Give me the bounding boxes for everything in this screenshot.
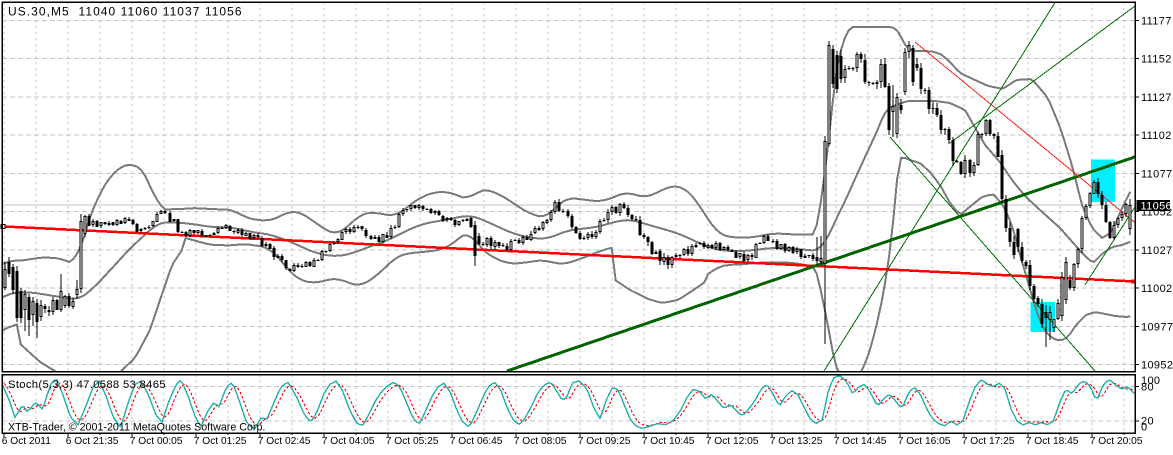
svg-text:20: 20 (1141, 416, 1154, 428)
svg-text:7 Oct 16:05: 7 Oct 16:05 (898, 436, 951, 447)
svg-text:6 Oct 2011: 6 Oct 2011 (2, 436, 51, 447)
svg-text:7 Oct 17:25: 7 Oct 17:25 (962, 436, 1015, 447)
svg-text:11027: 11027 (1141, 245, 1173, 257)
svg-text:7 Oct 13:25: 7 Oct 13:25 (770, 436, 823, 447)
svg-text:7 Oct 05:25: 7 Oct 05:25 (386, 436, 439, 447)
svg-text:7 Oct 14:45: 7 Oct 14:45 (834, 436, 887, 447)
svg-text:11056: 11056 (1141, 201, 1173, 213)
svg-text:7 Oct 08:05: 7 Oct 08:05 (514, 436, 567, 447)
svg-text:10977: 10977 (1141, 321, 1173, 333)
svg-text:11177: 11177 (1141, 16, 1172, 28)
svg-text:11102: 11102 (1141, 130, 1172, 142)
svg-text:10952: 10952 (1141, 360, 1173, 372)
svg-text:11002: 11002 (1141, 283, 1173, 295)
svg-text:Stoch(5,3,3) 47.0588 53.8465: Stoch(5,3,3) 47.0588 53.8465 (8, 379, 166, 391)
svg-text:7 Oct 01:25: 7 Oct 01:25 (194, 436, 247, 447)
svg-text:7 Oct 09:25: 7 Oct 09:25 (578, 436, 631, 447)
svg-text:US.30,M5 11040 11060 11037 11: US.30,M5 11040 11060 11037 11056 (8, 5, 243, 19)
svg-text:7 Oct 20:05: 7 Oct 20:05 (1090, 436, 1143, 447)
svg-text:7 Oct 02:45: 7 Oct 02:45 (258, 436, 311, 447)
svg-text:100: 100 (1141, 375, 1160, 387)
svg-text:XTB-Trader, © 2001-2011 MetaQu: XTB-Trader, © 2001-2011 MetaQuotes Softw… (8, 422, 265, 434)
svg-text:11127: 11127 (1141, 92, 1172, 104)
svg-text:11077: 11077 (1141, 168, 1173, 180)
svg-text:7 Oct 12:05: 7 Oct 12:05 (706, 436, 759, 447)
svg-text:80: 80 (1141, 382, 1154, 394)
svg-text:7 Oct 04:05: 7 Oct 04:05 (322, 436, 375, 447)
svg-text:7 Oct 10:45: 7 Oct 10:45 (642, 436, 695, 447)
svg-text:6 Oct 21:35: 6 Oct 21:35 (66, 436, 119, 447)
svg-text:11152: 11152 (1141, 54, 1172, 66)
svg-text:0: 0 (1141, 422, 1147, 434)
svg-text:7 Oct 18:45: 7 Oct 18:45 (1026, 436, 1079, 447)
svg-text:7 Oct 06:45: 7 Oct 06:45 (450, 436, 503, 447)
svg-text:7 Oct 00:05: 7 Oct 00:05 (130, 436, 183, 447)
